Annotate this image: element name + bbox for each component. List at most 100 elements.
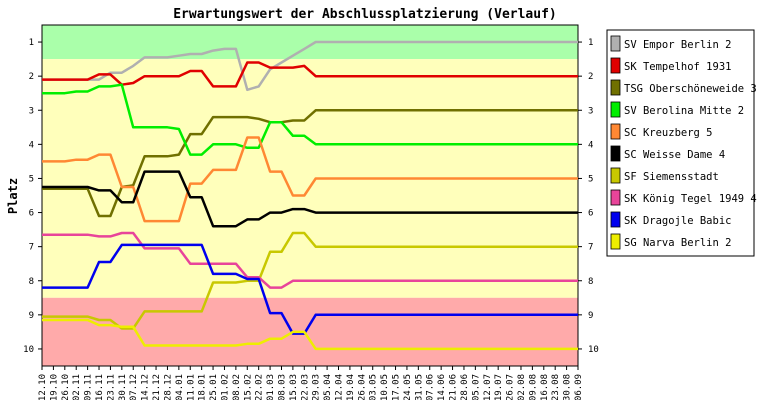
x-tick-label: 06.09 [574, 374, 584, 400]
legend-label: SC Kreuzberg 5 [624, 127, 713, 139]
legend-label: TSG Oberschöneweide 3 [624, 83, 757, 95]
series-line [42, 243, 578, 335]
y-tick-label-right: 3 [588, 106, 593, 116]
x-tick-label: 04.01 [175, 374, 185, 400]
y-tick-label-left: 7 [29, 243, 34, 253]
y-tick-label-right: 5 [588, 174, 593, 184]
series-line [42, 231, 578, 330]
legend-label: SV Berolina Mitte 2 [624, 105, 744, 117]
x-tick-label: 18.01 [198, 374, 208, 400]
x-tick-label: 07.06 [426, 374, 436, 400]
y-tick-label-left: 6 [29, 209, 34, 219]
legend-swatch [610, 101, 621, 118]
x-tick-label: 24.05 [403, 374, 413, 400]
x-tick-label: 02.11 [72, 374, 82, 400]
x-tick-label: 30.08 [563, 374, 573, 400]
x-tick-label: 09.08 [528, 374, 538, 400]
series-layer [42, 40, 578, 351]
y-tick-label-left: 4 [29, 140, 34, 150]
y-tick-label-right: 1 [588, 38, 593, 48]
zone-abstieg [42, 297, 578, 366]
legend-label: SK Dragojle Babic [624, 215, 731, 227]
y-axis-label: Platz [6, 178, 20, 214]
legend-label: SF Siemensstadt [624, 171, 719, 183]
series-line [42, 318, 578, 351]
x-tick-label: 29.03 [312, 374, 322, 400]
y-tick-label-right: 8 [588, 277, 593, 287]
legend-label: SK Tempelhof 1931 [624, 61, 731, 73]
series-line [42, 109, 578, 218]
x-tick-label: 23.08 [551, 374, 561, 400]
x-tick-label: 28.06 [460, 374, 470, 400]
y-tick-label-left: 9 [29, 311, 34, 321]
x-tick-label: 15.02 [243, 374, 253, 400]
x-tick-label: 17.05 [392, 374, 402, 400]
legend-swatch [610, 79, 621, 96]
y-tick-label-right: 10 [588, 345, 599, 355]
x-tick-label: 09.11 [84, 374, 94, 400]
x-tick-label: 19.04 [346, 374, 356, 400]
legend-swatch [610, 233, 621, 250]
x-tick-label: 28.12 [163, 374, 173, 400]
legend-label: SK König Tegel 1949 4 [624, 193, 757, 205]
x-tick-label: 23.11 [106, 374, 116, 400]
x-tick-label: 22.03 [300, 374, 310, 400]
plot-frame [41, 24, 579, 367]
y-tick-label-left: 1 [29, 38, 34, 48]
legend-swatch [610, 167, 621, 184]
legend-box [606, 29, 755, 257]
x-tick-label: 15.03 [289, 374, 299, 400]
y-tick-label-right: 6 [588, 209, 593, 219]
x-tick-label: 30.11 [118, 374, 128, 400]
y-tick-label-right: 9 [588, 311, 593, 321]
x-tick-label: 16.11 [95, 374, 105, 400]
y-tick-label-left: 8 [29, 277, 34, 287]
x-tick-label: 19.07 [494, 374, 504, 400]
legend-swatch [610, 211, 621, 228]
x-tick-label: 14.12 [141, 374, 151, 400]
chart-title: Erwartungswert der Abschlussplatzierung … [173, 7, 557, 22]
legend-swatch [610, 145, 621, 162]
x-tick-label: 02.08 [517, 374, 527, 400]
x-tick-label: 10.05 [380, 374, 390, 400]
x-tick-label: 21.06 [449, 374, 459, 400]
series-line [42, 170, 578, 228]
x-tick-label: 11.01 [186, 374, 196, 400]
x-tick-label: 08.02 [232, 374, 242, 400]
y-tick-label-left: 2 [29, 72, 34, 82]
x-tick-label: 05.04 [323, 374, 333, 400]
series-line [42, 61, 578, 88]
legend-swatch [610, 57, 621, 74]
x-tick-label: 26.04 [357, 374, 367, 400]
legend-label: SV Empor Berlin 2 [624, 39, 731, 51]
x-tick-label: 12.10 [38, 374, 48, 400]
y-tick-label-left: 10 [23, 345, 34, 355]
x-tick-label: 19.10 [49, 374, 59, 400]
x-tick-label: 01.02 [220, 374, 230, 400]
x-tick-label: 01.03 [266, 374, 276, 400]
y-tick-label-right: 2 [588, 72, 593, 82]
legend-label: SC Weisse Dame 4 [624, 149, 725, 161]
legend: SV Empor Berlin 2 SK Tempelhof 1931 TSG Ob… [606, 29, 757, 257]
x-tick-label: 25.01 [209, 374, 219, 400]
y-tick-label-right: 4 [588, 140, 593, 150]
x-tick-label: 12.07 [483, 374, 493, 400]
legend-label: SG Narva Berlin 2 [624, 237, 731, 249]
x-tick-label: 05.07 [471, 374, 481, 400]
series-line [42, 136, 578, 223]
x-tick-label: 26.10 [61, 374, 71, 400]
x-tick-label: 16.08 [540, 374, 550, 400]
legend-swatch [610, 123, 621, 140]
legend-swatch [610, 35, 621, 52]
y-tick-label-right: 7 [588, 243, 593, 253]
x-tick-label: 03.05 [369, 374, 379, 400]
x-tick-label: 08.03 [277, 374, 287, 400]
y-tick-label-left: 3 [29, 106, 34, 116]
x-tick-label: 07.12 [129, 374, 139, 400]
legend-swatch [610, 189, 621, 206]
series-line [42, 40, 578, 92]
series-line [42, 83, 578, 156]
